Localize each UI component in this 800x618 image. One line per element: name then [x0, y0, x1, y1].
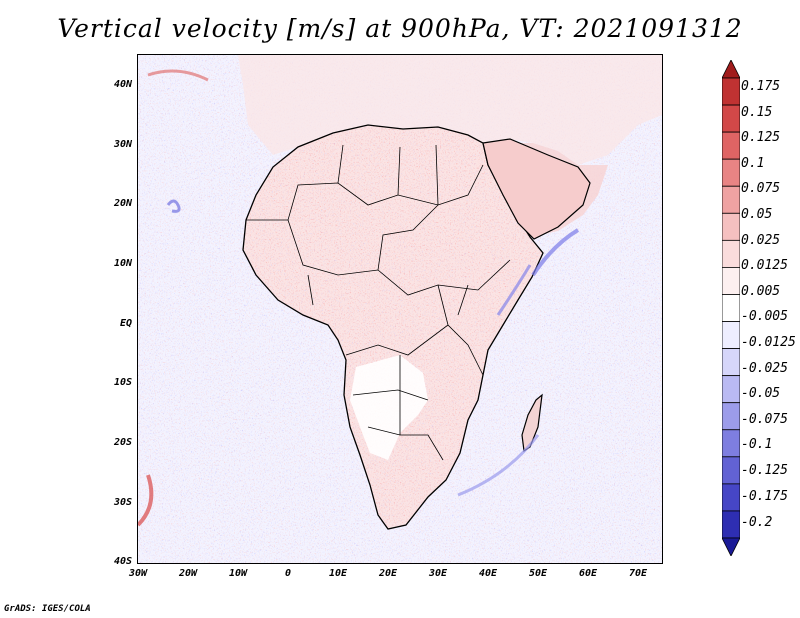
- colorbar-cell: [722, 510, 740, 539]
- colorbar-tick-label: -0.05: [741, 386, 781, 401]
- colorbar-cell: [722, 321, 740, 349]
- lon-label: 20W: [178, 568, 198, 579]
- colorbar-tick-label: -0.075: [741, 412, 788, 427]
- lon-label: 70E: [628, 568, 648, 579]
- lon-label: 20E: [378, 568, 398, 579]
- colorbar-tick-label: 0.15: [741, 105, 773, 120]
- lat-label: 20S: [113, 437, 132, 448]
- lat-label: 40S: [113, 556, 132, 567]
- lat-label: 30S: [113, 497, 132, 508]
- colorbar-cell: [722, 60, 740, 79]
- colorbar-cell: [722, 537, 740, 556]
- colorbar-cell: [722, 483, 740, 512]
- colorbar-tick-label: 0.075: [741, 181, 781, 196]
- lon-label: 60E: [578, 568, 598, 579]
- colorbar-cell: [722, 158, 740, 187]
- lon-label: 30W: [128, 568, 148, 579]
- colorbar-cell: [722, 267, 740, 295]
- map-panel: [137, 54, 663, 564]
- colorbar-cell: [722, 104, 740, 133]
- colorbar-tick-label: 0.025: [741, 233, 781, 248]
- colorbar-tick-label: 0.125: [741, 130, 781, 145]
- lon-label: 30E: [428, 568, 448, 579]
- lon-label: 10E: [328, 568, 348, 579]
- credit-label: GrADS: IGES/COLA: [4, 604, 91, 614]
- colorbar-cell: [722, 348, 740, 377]
- colorbar-cell: [722, 131, 740, 160]
- colorbar-tick-label: 0.0125: [741, 258, 788, 273]
- country-borders: [246, 144, 511, 461]
- colorbar-cell: [722, 77, 740, 106]
- colorbar-tick-label: 0.005: [741, 284, 781, 299]
- lon-label: 10W: [228, 568, 248, 579]
- lon-label: 40E: [478, 568, 498, 579]
- arabian-peninsula: [482, 138, 591, 240]
- colorbar-cell: [722, 429, 740, 458]
- colorbar: [722, 60, 740, 556]
- colorbar-tick-label: -0.005: [741, 309, 788, 324]
- colorbar-cell: [722, 402, 740, 431]
- colorbar-tick-label: -0.125: [741, 463, 788, 478]
- chart-title: Vertical velocity [m/s] at 900hPa, VT: 2…: [57, 14, 743, 43]
- colorbar-tick-label: -0.0125: [741, 335, 796, 350]
- lon-label: 50E: [528, 568, 548, 579]
- colorbar-cell: [722, 239, 740, 268]
- lat-label: 10N: [113, 258, 132, 269]
- colorbar-cell: [722, 294, 740, 322]
- lat-label: 10S: [113, 377, 132, 388]
- map-canvas: [138, 55, 662, 563]
- lon-label: 0: [284, 568, 292, 579]
- colorbar-cell: [722, 375, 740, 404]
- lat-label: 30N: [113, 139, 132, 150]
- lat-label: EQ: [119, 318, 132, 329]
- colorbar-tick-label: 0.05: [741, 207, 773, 222]
- colorbar-tick-label: -0.025: [741, 361, 788, 376]
- colorbar-tick-label: 0.175: [741, 79, 781, 94]
- colorbar-cell: [722, 456, 740, 485]
- lat-label: 20N: [113, 198, 132, 209]
- colorbar-tick-label: -0.2: [741, 515, 773, 530]
- lat-label: 40N: [113, 79, 132, 90]
- anomaly-streaks: [138, 69, 580, 527]
- colorbar-tick-label: -0.175: [741, 489, 788, 504]
- colorbar-tick-label: 0.1: [741, 156, 765, 171]
- colorbar-tick-label: -0.1: [741, 437, 773, 452]
- colorbar-cell: [722, 185, 740, 214]
- colorbar-cell: [722, 212, 740, 241]
